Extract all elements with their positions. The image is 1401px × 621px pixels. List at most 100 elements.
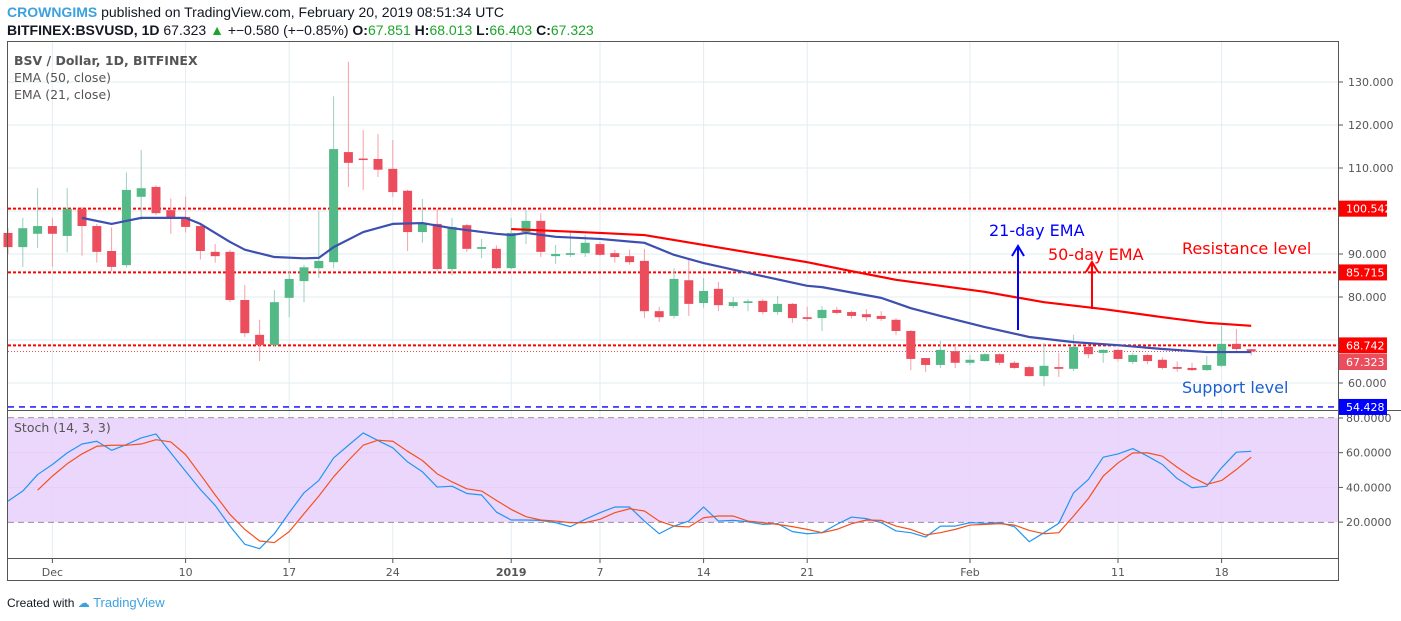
publish-info: CROWNGIMS published on TradingView.com, …: [7, 4, 504, 20]
footer: Created with ☁ TradingView: [7, 595, 165, 610]
price-tag: [1339, 337, 1387, 354]
axes: 130.000 120.000 110.000 90.000 80.000 60.000 8…: [42, 76, 1394, 579]
candle-body: [1069, 346, 1079, 369]
ema-lines: [81, 216, 1252, 354]
tradingview-logo-icon: ☁: [77, 596, 90, 610]
candle-body: [195, 226, 205, 251]
candle-body: [417, 223, 427, 233]
candle-body: [432, 223, 442, 270]
candle-body: [1083, 346, 1093, 355]
arrow-head-ema21-icon: [1011, 244, 1025, 257]
candle-body: [565, 253, 575, 255]
price-tag: [1339, 264, 1387, 281]
price-tag: [1339, 398, 1387, 415]
candle-body: [506, 232, 516, 269]
time-tick-label: 24: [386, 566, 400, 579]
price-tag: [1339, 354, 1387, 370]
ema50-line: [511, 227, 1252, 327]
price-tick-label: 130.000: [1348, 76, 1394, 89]
tradingview-link[interactable]: TradingView: [93, 595, 165, 610]
candle-body: [373, 158, 383, 170]
annotation-support: Support level: [1182, 378, 1288, 397]
candle-body: [18, 228, 28, 248]
open-value: 67.851: [367, 22, 411, 38]
candle-body: [1246, 349, 1256, 352]
change: +−0.580 (+−0.85%): [227, 22, 349, 38]
annotation-resistance: Resistance level: [1182, 239, 1311, 258]
low-label: L:: [476, 22, 490, 38]
candle-body: [521, 220, 531, 233]
candle-body: [743, 301, 753, 304]
legend-ema21: EMA (21, close): [14, 87, 111, 102]
candle-body: [1054, 367, 1064, 369]
candle-body: [891, 319, 901, 331]
candle-body: [758, 300, 768, 313]
price-tick-label: 80.000: [1348, 291, 1387, 304]
annotation-ema21: 21-day EMA: [989, 221, 1085, 240]
price-tag-label: 68.742: [1346, 339, 1385, 352]
candle-body: [329, 149, 339, 263]
candle-body: [1202, 364, 1212, 371]
price-tick-label: 90.000: [1348, 248, 1387, 261]
candle-body: [610, 253, 620, 258]
candle-body: [1098, 349, 1108, 353]
candle-body: [639, 260, 649, 312]
candle-body: [1143, 355, 1153, 362]
time-tick-label: 14: [697, 566, 711, 579]
price-tag-label: 100.542: [1346, 203, 1392, 216]
candle-body: [1217, 343, 1227, 366]
candle-body: [1187, 367, 1197, 371]
candle-body: [861, 314, 871, 318]
candle-body: [284, 278, 294, 298]
price-tick-label: 120.000: [1348, 119, 1394, 132]
candle-body: [1113, 349, 1123, 359]
candle-body: [1231, 343, 1241, 350]
candle-body: [136, 188, 146, 197]
candle-body: [462, 225, 472, 249]
candle-body: [151, 186, 161, 214]
time-tick-label: 10: [179, 566, 193, 579]
candle-body: [269, 302, 279, 346]
candle-body: [181, 217, 191, 227]
price-tag: [1339, 200, 1387, 217]
author-link[interactable]: CROWNGIMS: [7, 4, 98, 20]
candle-body: [728, 302, 738, 307]
time-tick-label: 11: [1111, 566, 1125, 579]
candle-body: [595, 244, 605, 255]
arrow-head-ema50-icon: [1085, 260, 1099, 273]
symbol: BITFINEX:BSVUSD, 1D: [7, 22, 160, 38]
candle-body: [669, 278, 679, 316]
publish-text: published on TradingView.com, February 2…: [101, 4, 504, 20]
price-tag-label: 85.715: [1346, 266, 1385, 279]
time-tick-label: Feb: [960, 566, 979, 579]
candle-body: [536, 220, 546, 252]
high-label: H:: [414, 22, 430, 38]
candle-body: [1128, 355, 1138, 362]
up-triangle-icon: ▲: [210, 22, 224, 38]
candle-body: [47, 226, 57, 234]
candle-body: [906, 330, 916, 359]
legend-stoch: Stoch (14, 3, 3): [14, 420, 111, 435]
candles: [3, 61, 1256, 387]
stoch-tick-label: 20.0000: [1346, 516, 1392, 529]
stoch-band: [8, 418, 1338, 523]
stoch-lines: [7, 432, 1252, 550]
candle-body: [654, 311, 664, 318]
candle-body: [77, 208, 87, 227]
candle-body: [699, 290, 709, 304]
stoch-d-line: [37, 439, 1252, 544]
candle-body: [1172, 367, 1182, 369]
candle-body: [358, 158, 368, 161]
candle-body: [935, 349, 945, 365]
high-value: 68.013: [429, 22, 473, 38]
stoch-k-line: [7, 432, 1252, 550]
candle-body: [240, 300, 250, 334]
candle-body: [965, 359, 975, 363]
candle-body: [684, 280, 694, 304]
price-tick-label: 110.000: [1348, 162, 1394, 175]
candle-body: [1009, 362, 1019, 368]
time-tick-label: 2019: [496, 566, 527, 579]
candle-body: [876, 315, 886, 319]
candle-body: [343, 152, 353, 163]
